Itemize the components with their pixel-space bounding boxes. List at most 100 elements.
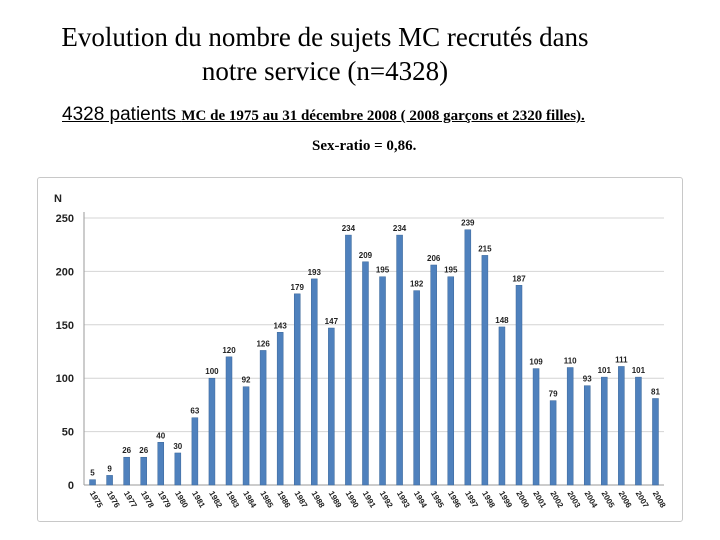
bar <box>618 366 625 486</box>
bar <box>481 255 489 486</box>
data-label: 234 <box>342 224 356 233</box>
data-label: 9 <box>107 464 112 473</box>
x-tick-label: 1979 <box>156 490 173 510</box>
data-label: 100 <box>205 367 219 376</box>
x-tick-label: 1980 <box>173 490 190 510</box>
data-label: 179 <box>291 283 305 292</box>
bar <box>549 400 557 486</box>
x-tick-label: 1984 <box>241 490 258 510</box>
data-label: 93 <box>583 375 592 384</box>
x-tick-label: 1983 <box>224 490 241 510</box>
data-label: 110 <box>564 357 577 366</box>
data-label: 209 <box>359 251 373 260</box>
data-label: 193 <box>308 268 322 277</box>
bar <box>242 386 250 486</box>
bar <box>259 350 267 486</box>
x-tick-label: 2007 <box>634 490 651 510</box>
title-line-2: notre service (n=4328) <box>201 56 449 86</box>
x-tick-label: 1981 <box>190 490 207 510</box>
x-tick-label: 1998 <box>480 490 497 510</box>
bar <box>532 368 540 486</box>
data-label: 26 <box>122 446 131 455</box>
data-label: 30 <box>173 442 182 451</box>
bar <box>464 229 472 486</box>
bar <box>276 332 284 486</box>
bar <box>379 276 386 486</box>
data-label: 109 <box>529 358 543 367</box>
x-tick-label: 1977 <box>122 490 139 510</box>
x-tick-label: 2004 <box>583 490 600 510</box>
bar <box>447 276 455 486</box>
x-tick-label: 1991 <box>361 490 378 510</box>
chart-container: 0 50 100 150 200 250 N 5 1975 9 1976 26 1977 26 1978 40… <box>37 177 683 522</box>
data-label: 182 <box>410 280 424 289</box>
x-tick-label: 1994 <box>412 490 429 510</box>
y-tick-label: 200 <box>56 266 74 278</box>
data-label: 215 <box>478 244 492 253</box>
x-tick-label: 2008 <box>651 490 668 510</box>
bar <box>157 442 165 486</box>
sex-ratio: Sex-ratio = 0,86. <box>312 138 417 154</box>
x-tick-label: 1976 <box>105 490 122 510</box>
x-tick-label: 1986 <box>275 490 292 510</box>
x-tick-label: 1988 <box>310 490 327 510</box>
data-label: 5 <box>90 469 95 478</box>
data-label: 234 <box>393 224 407 233</box>
subtitle-rest: MC de 1975 au 31 décembre 2008 ( 2008 ga… <box>181 108 585 124</box>
bar-chart: 0 50 100 150 200 250 N 5 1975 9 1976 26 1977 26 1978 40… <box>54 193 668 510</box>
bar <box>208 377 216 486</box>
bar <box>140 456 147 486</box>
data-label: 92 <box>242 376 251 385</box>
data-label: 40 <box>156 431 165 440</box>
data-label: 126 <box>256 339 270 348</box>
data-label: 239 <box>461 219 475 228</box>
bar <box>345 234 352 486</box>
bar <box>413 290 420 486</box>
x-tick-label: 2001 <box>531 490 548 510</box>
subtitle: 4328 patients MC de 1975 au 31 décembre … <box>62 104 712 126</box>
bar <box>566 367 574 486</box>
bar <box>328 327 335 486</box>
bar <box>362 261 369 486</box>
y-tick-label: 100 <box>56 373 74 385</box>
x-tick-label: 2005 <box>600 490 617 510</box>
bar <box>430 264 437 486</box>
data-label: 195 <box>376 266 390 275</box>
data-label: 143 <box>273 321 287 330</box>
subtitle-lead: 4328 patients <box>62 104 182 125</box>
bar <box>191 417 199 486</box>
bar <box>583 385 591 486</box>
x-tick-label: 2006 <box>617 490 634 510</box>
x-tick-label: 2003 <box>565 490 582 510</box>
bar <box>174 452 182 486</box>
data-label: 147 <box>325 317 339 326</box>
x-tick-label: 1990 <box>344 490 361 510</box>
x-tick-label: 1978 <box>139 490 156 510</box>
y-tick-label: 250 <box>56 213 74 225</box>
bar <box>311 278 318 486</box>
bar <box>498 326 506 486</box>
title-line-1: Evolution du nombre de sujets MC recruté… <box>61 22 589 52</box>
x-tick-label: 1985 <box>258 490 275 510</box>
x-tick-label: 1982 <box>207 490 224 510</box>
bar <box>106 475 113 486</box>
bar <box>601 376 608 486</box>
x-tick-label: 1996 <box>446 490 463 510</box>
data-label: 101 <box>598 366 612 375</box>
x-tick-label: 1987 <box>293 490 310 510</box>
bar <box>89 479 96 486</box>
bar <box>225 356 233 486</box>
bar <box>293 293 301 486</box>
page-title: Evolution du nombre de sujets MC recruté… <box>0 20 650 88</box>
x-tick-label: 2002 <box>548 490 565 510</box>
data-label: 26 <box>139 446 148 455</box>
bar <box>396 234 403 486</box>
data-label: 187 <box>512 274 526 283</box>
data-label: 101 <box>632 366 646 375</box>
data-label: 81 <box>651 387 660 396</box>
x-tick-label: 1993 <box>395 490 412 510</box>
y-tick-label: 50 <box>62 427 74 439</box>
data-label: 195 <box>444 266 458 275</box>
x-tick-label: 1975 <box>88 490 105 510</box>
x-tick-label: 1999 <box>497 490 514 510</box>
